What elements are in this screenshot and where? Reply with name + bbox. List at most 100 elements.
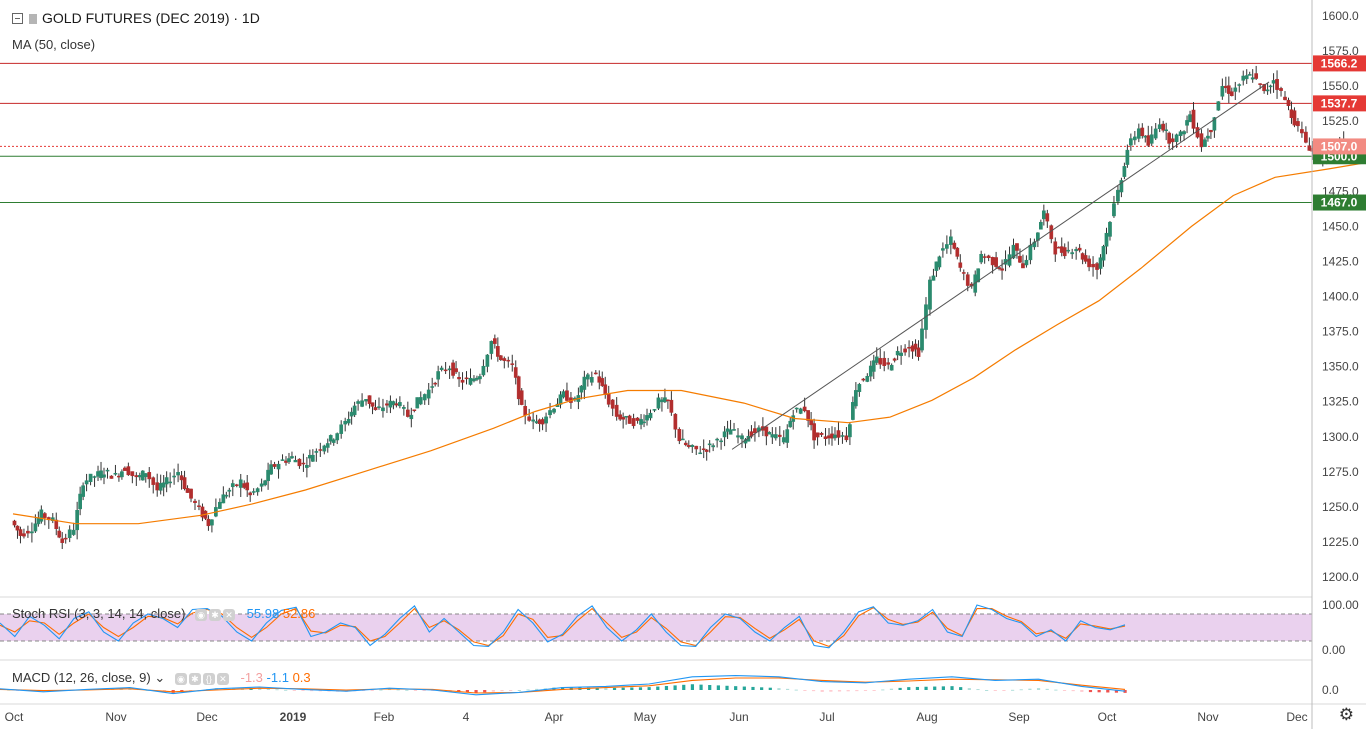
candle-body (290, 456, 294, 459)
candle-body (360, 400, 364, 407)
collapse-icon[interactable] (12, 13, 23, 25)
braces-icon[interactable]: {} (202, 672, 215, 685)
macd-histogram-bar (967, 688, 971, 690)
candle-body (1074, 249, 1079, 252)
macd-legend[interactable]: MACD (12, 26, close, 9) ⌄ ◉ ✱{} ✕ -1.3 -1.… (12, 670, 311, 686)
candle-body (1015, 243, 1019, 251)
chevron-down-icon[interactable]: ⌄ (154, 670, 166, 685)
candle-body (941, 248, 945, 251)
candle-body (537, 419, 542, 424)
candle-body (206, 518, 211, 527)
level-label: 1537.7 (1321, 96, 1358, 110)
settings-gear-icon[interactable]: ⚙ (1338, 705, 1354, 724)
eye-icon[interactable]: ◉ (174, 672, 187, 685)
macd-histogram-bar (786, 688, 790, 690)
candle-body (639, 419, 643, 425)
candle-body (418, 397, 423, 405)
level-label-box (1313, 55, 1366, 72)
candle-body (263, 480, 267, 486)
stoch-legend[interactable]: Stoch RSI (3, 3, 14, 14, close) ◉ ✱ ✕ 55.9… (12, 606, 315, 621)
candle-body (478, 376, 482, 380)
candle-body (143, 473, 148, 478)
level-label-box (1313, 95, 1366, 112)
candle-body (102, 474, 106, 478)
eye-icon[interactable]: ◉ (195, 608, 208, 621)
candle-body (1087, 258, 1091, 268)
candle-body (92, 476, 97, 478)
x-tick-label: Dec (196, 710, 217, 724)
candle-body (1254, 73, 1259, 79)
level-label: 1566.2 (1321, 56, 1358, 70)
ma-legend[interactable]: MA (50, close) (12, 37, 95, 52)
candle-body (1185, 120, 1189, 126)
candle-body (464, 377, 469, 380)
close-icon[interactable]: ✕ (216, 672, 229, 685)
candle-body (1028, 244, 1033, 261)
candle-body (412, 409, 417, 411)
candle-body (986, 255, 991, 259)
macd-histogram-bar (604, 688, 608, 690)
stoch-d-value: 52.86 (282, 606, 316, 621)
candle-body (78, 493, 82, 510)
candle-body (373, 407, 378, 411)
candle-body (36, 517, 41, 525)
gear-icon[interactable]: ✱ (188, 672, 201, 685)
price-tick-label: 1225.0 (1322, 535, 1359, 549)
candle-body (1307, 145, 1312, 151)
candle-body (391, 401, 396, 406)
candle-body (1098, 257, 1103, 269)
candle-body (1039, 221, 1043, 230)
candle-body (830, 433, 834, 439)
trendline (731, 81, 1270, 450)
candle-body (377, 406, 381, 408)
candle-body (197, 505, 201, 507)
candle-body (840, 435, 845, 437)
candle-body (99, 470, 103, 479)
stoch-buttons[interactable]: ◉ ✱ ✕ (195, 606, 237, 621)
candle-body (272, 464, 277, 467)
candle-body (1000, 268, 1004, 271)
candle-body (1083, 255, 1088, 262)
candle-body (589, 377, 594, 383)
candle-body (242, 483, 247, 488)
macd-histogram-bar (491, 690, 495, 692)
candle-body (1066, 249, 1071, 252)
candle-body (443, 369, 448, 372)
close-icon[interactable]: ✕ (223, 608, 236, 621)
candle-body (1209, 129, 1213, 133)
level-label-box (1313, 194, 1366, 211)
price-tick-label: 1575.0 (1322, 44, 1359, 58)
candle-body (815, 432, 820, 438)
candle-body (422, 394, 427, 401)
stoch-tick-label: 100.00 (1322, 598, 1359, 612)
macd-buttons[interactable]: ◉ ✱{} ✕ (174, 670, 231, 685)
candle-body (1116, 189, 1120, 202)
macd-panel[interactable] (0, 675, 1127, 696)
macd-histogram-bar (725, 685, 729, 690)
candle-body (1095, 263, 1099, 270)
gear-icon[interactable]: ✱ (209, 608, 222, 621)
candle-body (284, 460, 288, 463)
macd-histogram-bar (1088, 690, 1093, 693)
candle-body (916, 347, 921, 357)
candle-body (398, 402, 402, 407)
candle-body (1112, 203, 1116, 217)
candle-body (1045, 213, 1050, 222)
candle-body (669, 399, 674, 413)
candle-body (819, 433, 824, 435)
price-tick-label: 1300.0 (1322, 430, 1359, 444)
candle-body (130, 471, 135, 477)
candle-body (540, 419, 545, 425)
price-panel[interactable] (0, 62, 1366, 550)
candle-body (30, 531, 34, 534)
macd-histogram-bar (941, 686, 945, 690)
candle-body (1300, 129, 1304, 134)
flag-icon[interactable] (29, 13, 37, 24)
candle-body (75, 509, 79, 531)
macd-histogram-bar (1011, 689, 1015, 691)
candle-body (1080, 253, 1085, 260)
candle-body (585, 374, 590, 380)
candle-body (364, 399, 368, 402)
candle-body (335, 433, 340, 441)
